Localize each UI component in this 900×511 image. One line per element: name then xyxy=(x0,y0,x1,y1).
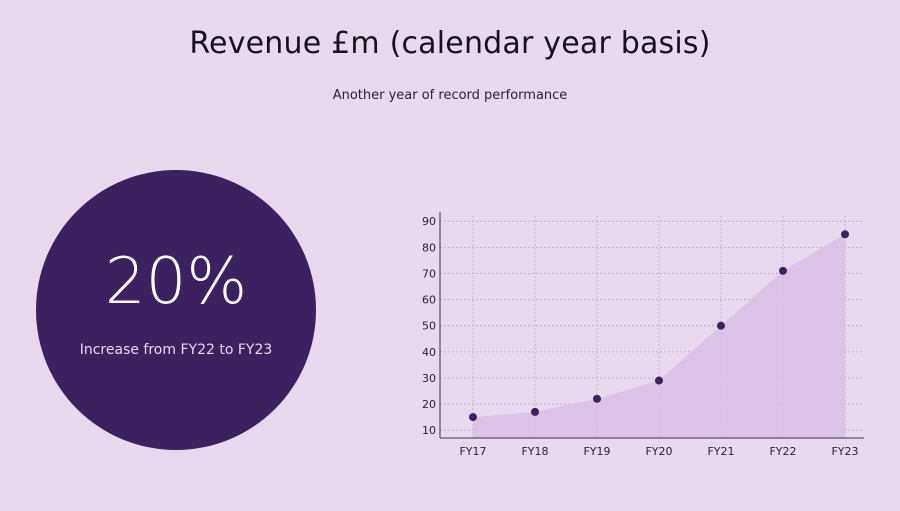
x-tick-label: FY18 xyxy=(521,445,548,458)
x-tick-label: FY17 xyxy=(459,445,486,458)
x-tick-label: FY20 xyxy=(645,445,672,458)
data-point-fy21 xyxy=(717,321,725,330)
data-point-fy17 xyxy=(469,413,477,422)
x-tick-label: FY21 xyxy=(707,445,734,458)
data-point-fy22 xyxy=(779,266,787,275)
x-tick-label: FY19 xyxy=(583,445,610,458)
growth-caption: Increase from FY22 to FY23 xyxy=(79,342,273,358)
y-tick-label: 20 xyxy=(422,398,436,411)
y-tick-label: 10 xyxy=(422,424,436,437)
growth-percentage: 20% xyxy=(104,245,248,319)
y-tick-label: 40 xyxy=(422,346,436,359)
chart-subtitle: Another year of record performance xyxy=(332,88,568,103)
data-point-fy20 xyxy=(655,376,663,385)
data-point-fy23 xyxy=(841,230,849,239)
y-tick-label: 60 xyxy=(422,294,436,307)
revenue-area xyxy=(473,234,845,438)
highlight-circle: 20% Increase from FY22 to FY23 xyxy=(36,170,316,450)
y-tick-label: 80 xyxy=(422,241,436,254)
y-tick-label: 70 xyxy=(422,267,436,280)
x-tick-label: FY22 xyxy=(769,445,796,458)
data-point-fy18 xyxy=(531,407,539,416)
x-tick-label: FY23 xyxy=(831,445,858,458)
y-tick-label: 30 xyxy=(422,372,436,385)
data-point-fy19 xyxy=(593,394,601,403)
y-tick-label: 50 xyxy=(422,320,436,333)
y-tick-label: 90 xyxy=(422,215,436,228)
chart-title: Revenue £m (calendar year basis) xyxy=(189,26,711,61)
